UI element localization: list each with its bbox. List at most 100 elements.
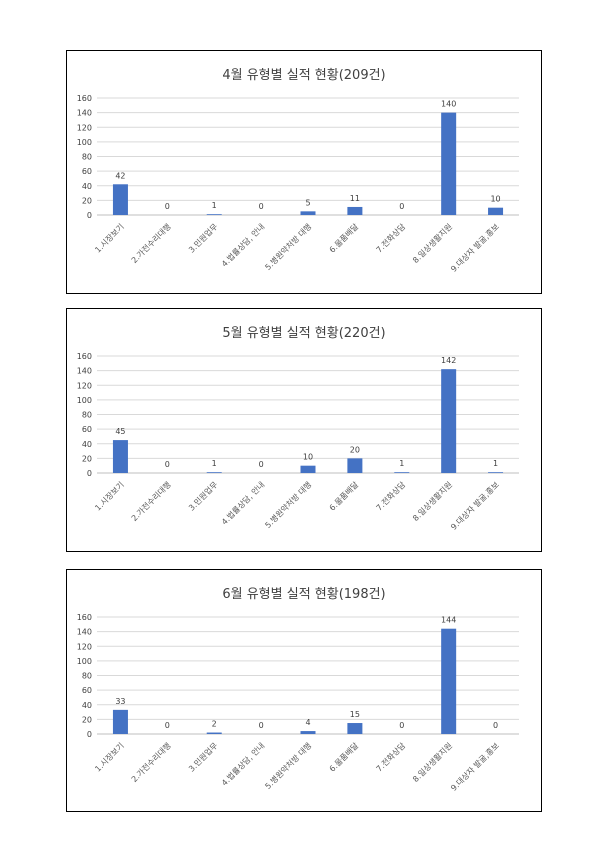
bar <box>347 458 363 473</box>
category-label: 6.물품배달 <box>328 222 361 255</box>
chart-plot: 020406080100120140160421.시장보기02.가전수리대행13… <box>77 94 519 274</box>
y-tick-label: 40 <box>82 182 92 191</box>
data-label: 1 <box>212 201 217 210</box>
bar <box>112 709 128 734</box>
y-tick-label: 120 <box>77 381 92 390</box>
data-label: 0 <box>165 721 170 730</box>
bar <box>206 472 222 473</box>
data-label: 10 <box>490 195 500 204</box>
category-label: 1.시장보기 <box>93 479 126 512</box>
data-label: 1 <box>493 459 498 468</box>
bar <box>112 184 128 215</box>
category-label: 7.전화상담 <box>374 221 408 255</box>
chart-april: 4월 유형별 실적 현황(209건) 0 20 40 60 80 100 120 140 160… <box>66 50 542 294</box>
y-tick-label: 20 <box>82 715 92 724</box>
chart-plot: 020406080100120140160451.시장보기02.가전수리대행13… <box>77 352 519 532</box>
bar <box>112 440 128 473</box>
data-label: 0 <box>399 202 404 211</box>
category-label: 8.일상생활지원 <box>410 479 454 523</box>
bar <box>441 369 457 473</box>
category-label: 4.법률상담, 안내 <box>219 221 266 268</box>
bar <box>300 731 316 734</box>
data-label: 45 <box>115 427 125 436</box>
bar <box>441 628 457 734</box>
data-label: 33 <box>115 697 125 706</box>
category-label: 4.법률상담, 안내 <box>219 740 266 787</box>
data-label: 0 <box>259 721 264 730</box>
category-label: 4.법률상담, 안내 <box>219 479 266 526</box>
y-tick-label: 100 <box>77 396 92 405</box>
y-tick-label: 0 <box>87 211 92 220</box>
y-tick-label: 140 <box>77 628 92 637</box>
bar <box>488 207 504 215</box>
category-label: 5.병원약처방 대행 <box>263 221 314 272</box>
bar <box>488 472 504 473</box>
bar <box>347 723 363 734</box>
category-label: 8.일상생활지원 <box>410 221 454 265</box>
category-label: 2.가전수리대행 <box>129 221 173 265</box>
category-label: 5.병원약처방 대행 <box>263 479 314 530</box>
data-label: 140 <box>441 100 456 109</box>
category-label: 9.대상자 발굴,홍보 <box>448 740 501 793</box>
category-label: 7.전화상담 <box>374 740 408 774</box>
data-label: 2 <box>212 720 217 729</box>
y-tick-label: 80 <box>82 153 92 162</box>
data-label: 0 <box>165 202 170 211</box>
chart-june: 6월 유형별 실적 현황(198건) 0 20 40 60 80 100 120 140 160… <box>66 569 542 812</box>
category-label: 1.시장보기 <box>93 740 126 773</box>
category-label: 9.대상자 발굴,홍보 <box>448 479 501 532</box>
chart-plot: 020406080100120140160331.시장보기02.가전수리대행23… <box>77 613 519 793</box>
category-label: 6.물품배달 <box>328 741 361 774</box>
chart-may: 5월 유형별 실적 현황(220건) 0 20 40 60 80 100 120 140 160… <box>66 308 542 552</box>
data-label: 0 <box>165 460 170 469</box>
data-label: 10 <box>303 453 313 462</box>
data-label: 11 <box>350 194 360 203</box>
y-tick-label: 20 <box>82 196 92 205</box>
data-label: 1 <box>212 459 217 468</box>
bar <box>441 112 457 215</box>
y-tick-label: 60 <box>82 425 92 434</box>
y-tick-label: 160 <box>77 352 92 361</box>
category-label: 8.일상생활지원 <box>410 740 454 784</box>
data-label: 1 <box>399 459 404 468</box>
y-tick-label: 0 <box>87 469 92 478</box>
category-label: 3.민원업무 <box>186 221 219 254</box>
y-tick-label: 60 <box>82 167 92 176</box>
bar <box>300 211 316 215</box>
data-label: 20 <box>350 445 360 454</box>
y-tick-label: 160 <box>77 94 92 103</box>
category-label: 3.민원업무 <box>186 740 219 773</box>
bar <box>206 214 222 215</box>
data-label: 0 <box>399 721 404 730</box>
y-tick-label: 120 <box>77 642 92 651</box>
category-label: 2.가전수리대행 <box>129 740 173 784</box>
category-label: 3.민원업무 <box>186 479 219 512</box>
data-label: 0 <box>259 202 264 211</box>
data-label: 5 <box>305 198 310 207</box>
category-label: 2.가전수리대행 <box>129 479 173 523</box>
y-tick-label: 80 <box>82 672 92 681</box>
y-tick-label: 160 <box>77 613 92 622</box>
y-tick-label: 100 <box>77 657 92 666</box>
y-tick-label: 40 <box>82 701 92 710</box>
y-tick-label: 20 <box>82 454 92 463</box>
chart-title: 6월 유형별 실적 현황(198건) <box>222 587 386 602</box>
bar <box>300 465 316 473</box>
y-tick-label: 80 <box>82 411 92 420</box>
chart-title: 4월 유형별 실적 현황(209건) <box>222 68 386 83</box>
y-tick-label: 140 <box>77 367 92 376</box>
data-label: 142 <box>441 356 456 365</box>
y-tick-label: 40 <box>82 440 92 449</box>
y-tick-label: 120 <box>77 123 92 132</box>
data-label: 15 <box>350 710 360 719</box>
bar <box>347 206 363 215</box>
chart-title: 5월 유형별 실적 현황(220건) <box>222 326 386 341</box>
y-tick-label: 140 <box>77 109 92 118</box>
y-tick-label: 100 <box>77 138 92 147</box>
data-label: 0 <box>259 460 264 469</box>
data-label: 42 <box>115 171 125 180</box>
bar <box>394 472 410 473</box>
category-label: 1.시장보기 <box>93 221 126 254</box>
data-label: 0 <box>493 721 498 730</box>
category-label: 5.병원약처방 대행 <box>263 740 314 791</box>
